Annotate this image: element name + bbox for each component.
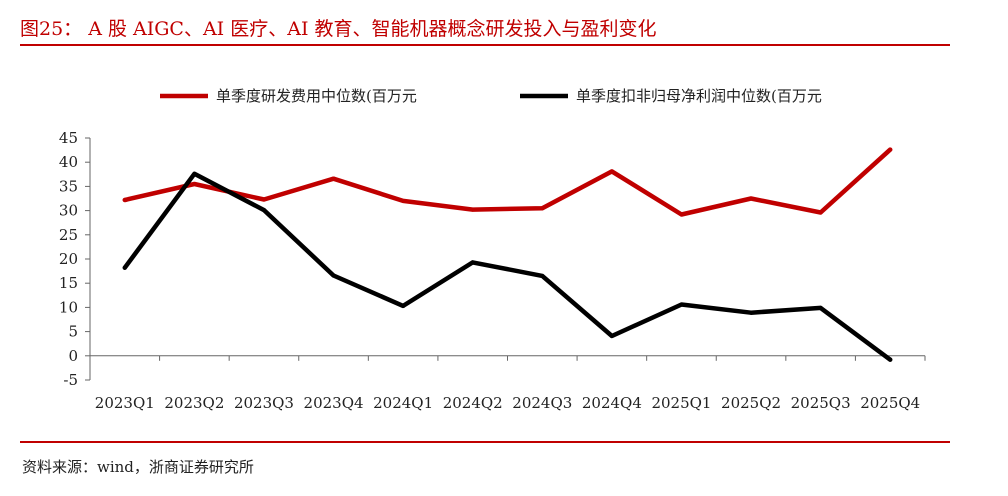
series-2-point (540, 273, 545, 278)
series-1-point (609, 169, 614, 174)
y-tick-label: 45 (59, 129, 78, 147)
series-2-point (122, 265, 127, 270)
x-tick-label: 2024Q2 (443, 394, 503, 412)
y-axis: 45 40 35 30 25 20 15 10 5 0 -5 (59, 129, 91, 389)
series-line-1 (122, 147, 893, 217)
title-divider (20, 44, 950, 46)
legend: 单季度研发费用中位数(百万元 单季度扣非归母净利润中位数(百万元 (160, 87, 822, 105)
series-1-point (679, 212, 684, 217)
series-2-point (261, 208, 266, 213)
series-1-point (331, 176, 336, 181)
source-divider (20, 441, 950, 443)
y-tick-label: 5 (68, 323, 78, 341)
series-1-point (192, 181, 197, 186)
x-tick-label: 2025Q3 (791, 394, 851, 412)
series-line-2 (122, 171, 893, 362)
series-2-point (470, 260, 475, 265)
y-tick-label: 25 (59, 226, 78, 244)
source-note: 资料来源：wind，浙商证券研究所 (22, 458, 254, 476)
y-tick-label: -5 (63, 371, 78, 389)
series-1-point (818, 210, 823, 215)
series-layer (122, 147, 893, 362)
y-tick-label: 35 (59, 177, 78, 195)
series-2-point (679, 302, 684, 307)
y-tick-label: 20 (59, 250, 78, 268)
x-tick-label: 2025Q1 (651, 394, 711, 412)
legend-label-2: 单季度扣非归母净利润中位数(百万元 (576, 87, 822, 105)
x-tick-label: 2023Q4 (304, 394, 364, 412)
series-2-point (818, 305, 823, 310)
series-1-point (261, 197, 266, 202)
y-tick-label: 0 (68, 347, 78, 365)
y-tick-label: 10 (59, 298, 78, 316)
x-tick-label: 2023Q2 (164, 394, 224, 412)
y-tick-label: 40 (59, 153, 78, 171)
series-1-point (749, 196, 754, 201)
series-2-point (401, 303, 406, 308)
x-tick-label: 2023Q1 (95, 394, 155, 412)
series-1-point (888, 147, 893, 152)
series-2-point (192, 171, 197, 176)
legend-label-1: 单季度研发费用中位数(百万元 (216, 87, 417, 105)
x-tick-label: 2024Q4 (582, 394, 642, 412)
x-tick-label: 2023Q3 (234, 394, 294, 412)
x-axis: 2023Q1 2023Q2 2023Q3 2023Q4 2024Q1 2024Q2 2024… (89, 355, 926, 412)
chart-container: 单季度研发费用中位数(百万元 单季度扣非归母净利润中位数(百万元 45 40 35 30… (20, 60, 950, 432)
x-tick-label: 2024Q3 (512, 394, 572, 412)
series-1-point (470, 207, 475, 212)
series-1-point (122, 197, 127, 202)
y-tick-label: 15 (59, 274, 78, 292)
x-tick-label: 2025Q4 (860, 394, 920, 412)
x-tick-label: 2024Q1 (373, 394, 433, 412)
series-1-point (540, 206, 545, 211)
series-1-point (401, 198, 406, 203)
series-2-point (749, 310, 754, 315)
series-2-point (331, 273, 336, 278)
series-2-point (888, 357, 893, 362)
figure-title: 图25： A 股 AIGC、AI 医疗、AI 教育、智能机器概念研发投入与盈利变… (20, 18, 657, 40)
series-2-point (609, 333, 614, 338)
x-tick-label: 2025Q2 (721, 394, 781, 412)
line-chart: 单季度研发费用中位数(百万元 单季度扣非归母净利润中位数(百万元 45 40 35 30… (59, 87, 926, 412)
y-tick-label: 30 (59, 202, 78, 220)
figure-title-row: 图25： A 股 AIGC、AI 医疗、AI 教育、智能机器概念研发投入与盈利变… (20, 10, 950, 42)
